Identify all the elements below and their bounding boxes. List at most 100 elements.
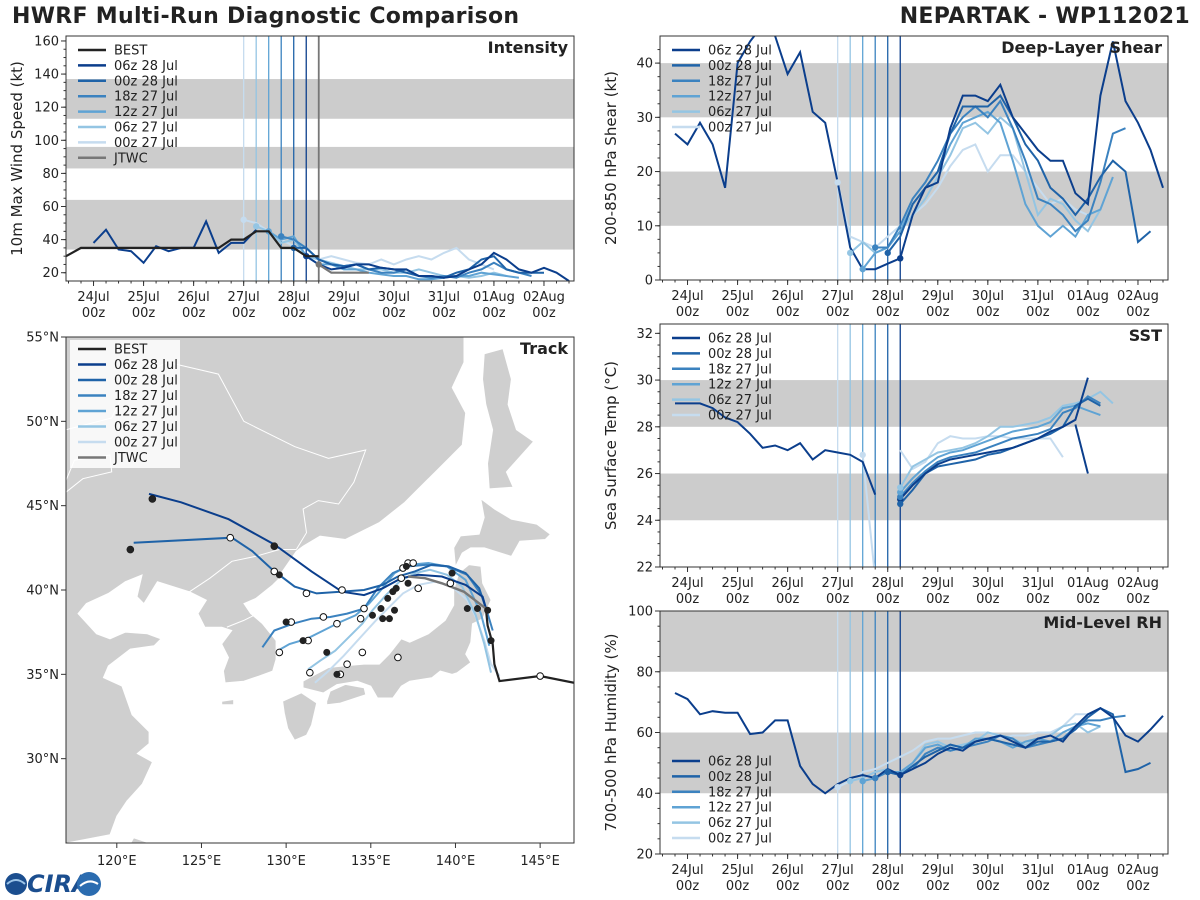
xtick-day-intensity-1: 25Jul bbox=[127, 290, 159, 305]
xtick-hour-sst-8: 00z bbox=[1076, 592, 1100, 607]
xtick-day-shear-2: 26Jul bbox=[772, 289, 804, 304]
xtick-day-intensity-8: 01Aug bbox=[473, 290, 515, 305]
init-marker-intensity-4 bbox=[252, 223, 260, 230]
ytick-label-sst-24: 24 bbox=[636, 514, 653, 529]
track-marker-4-2 bbox=[356, 614, 365, 623]
legend-label-sst-1: 00z 28 Jul bbox=[708, 347, 772, 362]
xtick-hour-rh-3: 00z bbox=[826, 879, 850, 894]
xtick-day-shear-7: 31Jul bbox=[1022, 289, 1054, 304]
legend-label-shear-2: 18z 27 Jul bbox=[708, 74, 772, 89]
land-jeju bbox=[221, 699, 234, 706]
legend-label-rh-2: 18z 27 Jul bbox=[708, 785, 772, 800]
xtick-hour-intensity-8: 00z bbox=[482, 306, 506, 321]
track-marker-3-3 bbox=[409, 559, 417, 567]
legend-label-shear-1: 00z 28 Jul bbox=[708, 59, 772, 74]
land-shikoku bbox=[326, 684, 367, 706]
track-dot-6 bbox=[368, 611, 376, 619]
xtick-day-intensity-2: 26Jul bbox=[178, 290, 210, 305]
legend-label-sst-0: 06z 28 Jul bbox=[708, 332, 772, 347]
init-marker-shear-3 bbox=[859, 265, 866, 273]
init-marker-rh-1 bbox=[884, 768, 891, 776]
xtick-day-shear-8: 01Aug bbox=[1067, 289, 1109, 304]
xtick-day-shear-1: 25Jul bbox=[721, 289, 753, 304]
xtick-day-intensity-0: 24Jul bbox=[77, 290, 109, 305]
series-sst-history bbox=[675, 402, 877, 495]
xtick-hour-intensity-2: 00z bbox=[182, 306, 206, 321]
ytick-label-shear-30: 30 bbox=[636, 111, 653, 126]
xtick-day-sst-6: 30Jul bbox=[972, 576, 1004, 591]
xtick-label-track-135: 135°E bbox=[351, 854, 391, 869]
ylabel-intensity: 10m Max Wind Speed (kt) bbox=[8, 61, 26, 256]
series-sst-run-0 bbox=[899, 377, 1089, 500]
xtick-hour-intensity-5: 00z bbox=[332, 306, 356, 321]
page-title: HWRF Multi-Run Diagnostic Comparison bbox=[12, 4, 520, 29]
legend-label-sst-4: 06z 27 Jul bbox=[708, 393, 772, 408]
panel-sst: 22242628303224Jul00z25Jul00z26Jul00z27Ju… bbox=[602, 323, 1169, 607]
track-dot-8 bbox=[448, 569, 456, 577]
xtick-day-sst-4: 28Jul bbox=[872, 576, 904, 591]
legend-label-intensity-1: 06z 28 Jul bbox=[114, 59, 178, 74]
legend-label-sst-5: 00z 27 Jul bbox=[708, 409, 772, 424]
ytick-label-track-45: 45°N bbox=[26, 499, 59, 514]
legend-label-track-3: 18z 27 Jul bbox=[114, 389, 178, 404]
ytick-label-rh-60: 60 bbox=[636, 726, 653, 741]
track-dot-9 bbox=[384, 594, 392, 602]
panel-title-intensity: Intensity bbox=[488, 38, 569, 57]
land-honshu bbox=[302, 564, 492, 699]
xtick-day-rh-9: 02Aug bbox=[1117, 863, 1159, 878]
series-intensity-jtwc bbox=[318, 263, 369, 274]
legend-label-intensity-4: 12z 27 Jul bbox=[114, 105, 178, 120]
track-marker-0-3 bbox=[397, 574, 406, 582]
ytick-label-track-55: 55°N bbox=[26, 331, 59, 346]
init-marker-rh-5 bbox=[834, 783, 841, 791]
xtick-label-track-140: 140°E bbox=[436, 854, 476, 869]
xtick-day-sst-5: 29Jul bbox=[922, 576, 954, 591]
series-shear-run-5 bbox=[836, 143, 1089, 249]
ylabel-rh: 700-500 hPa Humidity (%) bbox=[602, 633, 620, 831]
xtick-day-shear-6: 30Jul bbox=[972, 289, 1004, 304]
xtick-day-rh-2: 26Jul bbox=[772, 863, 804, 878]
xtick-day-intensity-7: 31Jul bbox=[428, 290, 460, 305]
xtick-day-shear-0: 24Jul bbox=[671, 289, 703, 304]
init-marker-intensity-2 bbox=[278, 233, 285, 240]
series-intensity-run-0 bbox=[305, 251, 570, 281]
xtick-hour-shear-7: 00z bbox=[1026, 305, 1050, 320]
track-run-0 bbox=[148, 492, 487, 609]
ylabel-shear: 200-850 hPa Shear (kt) bbox=[602, 71, 620, 245]
xtick-day-intensity-5: 29Jul bbox=[328, 290, 360, 305]
ytick-label-sst-32: 32 bbox=[636, 327, 653, 342]
init-marker-shear-5 bbox=[834, 179, 841, 186]
band-shear-1 bbox=[660, 63, 1168, 118]
init-marker-rh-4 bbox=[846, 777, 854, 785]
xtick-label-track-145: 145°E bbox=[520, 854, 560, 869]
legend-label-intensity-0: BEST bbox=[114, 44, 147, 59]
panel-shear: 01020304024Jul00z25Jul00z26Jul00z27Jul00… bbox=[602, 35, 1169, 320]
panel-title-track: Track bbox=[520, 339, 568, 358]
xtick-hour-rh-6: 00z bbox=[976, 879, 1000, 894]
band-intensity-0 bbox=[66, 199, 574, 250]
track-dot-1 bbox=[473, 605, 481, 613]
track-marker-4-3 bbox=[414, 584, 423, 593]
plot-area-sst bbox=[660, 324, 1168, 567]
xtick-hour-shear-9: 00z bbox=[1126, 305, 1150, 320]
xtick-day-shear-4: 28Jul bbox=[872, 289, 904, 304]
legend-label-track-7: JTWC bbox=[113, 451, 148, 466]
ytick-label-rh-40: 40 bbox=[636, 787, 653, 802]
xtick-day-sst-1: 25Jul bbox=[721, 576, 753, 591]
land-kyushu bbox=[282, 692, 318, 741]
ytick-label-intensity-40: 40 bbox=[42, 233, 59, 248]
xtick-hour-rh-2: 00z bbox=[776, 879, 800, 894]
xtick-day-rh-8: 01Aug bbox=[1067, 863, 1109, 878]
track-marker-4-1 bbox=[343, 660, 351, 669]
init-marker-sst-2 bbox=[897, 493, 904, 501]
plot-area-shear bbox=[660, 36, 1168, 280]
series-sst-extra bbox=[1074, 424, 1089, 474]
legend-label-rh-5: 00z 27 Jul bbox=[708, 832, 772, 847]
init-marker-sst-4 bbox=[897, 484, 904, 491]
xtick-label-track-120: 120°E bbox=[97, 854, 137, 869]
series-rh-run-1 bbox=[887, 707, 1151, 777]
xtick-day-shear-3: 27Jul bbox=[822, 289, 854, 304]
